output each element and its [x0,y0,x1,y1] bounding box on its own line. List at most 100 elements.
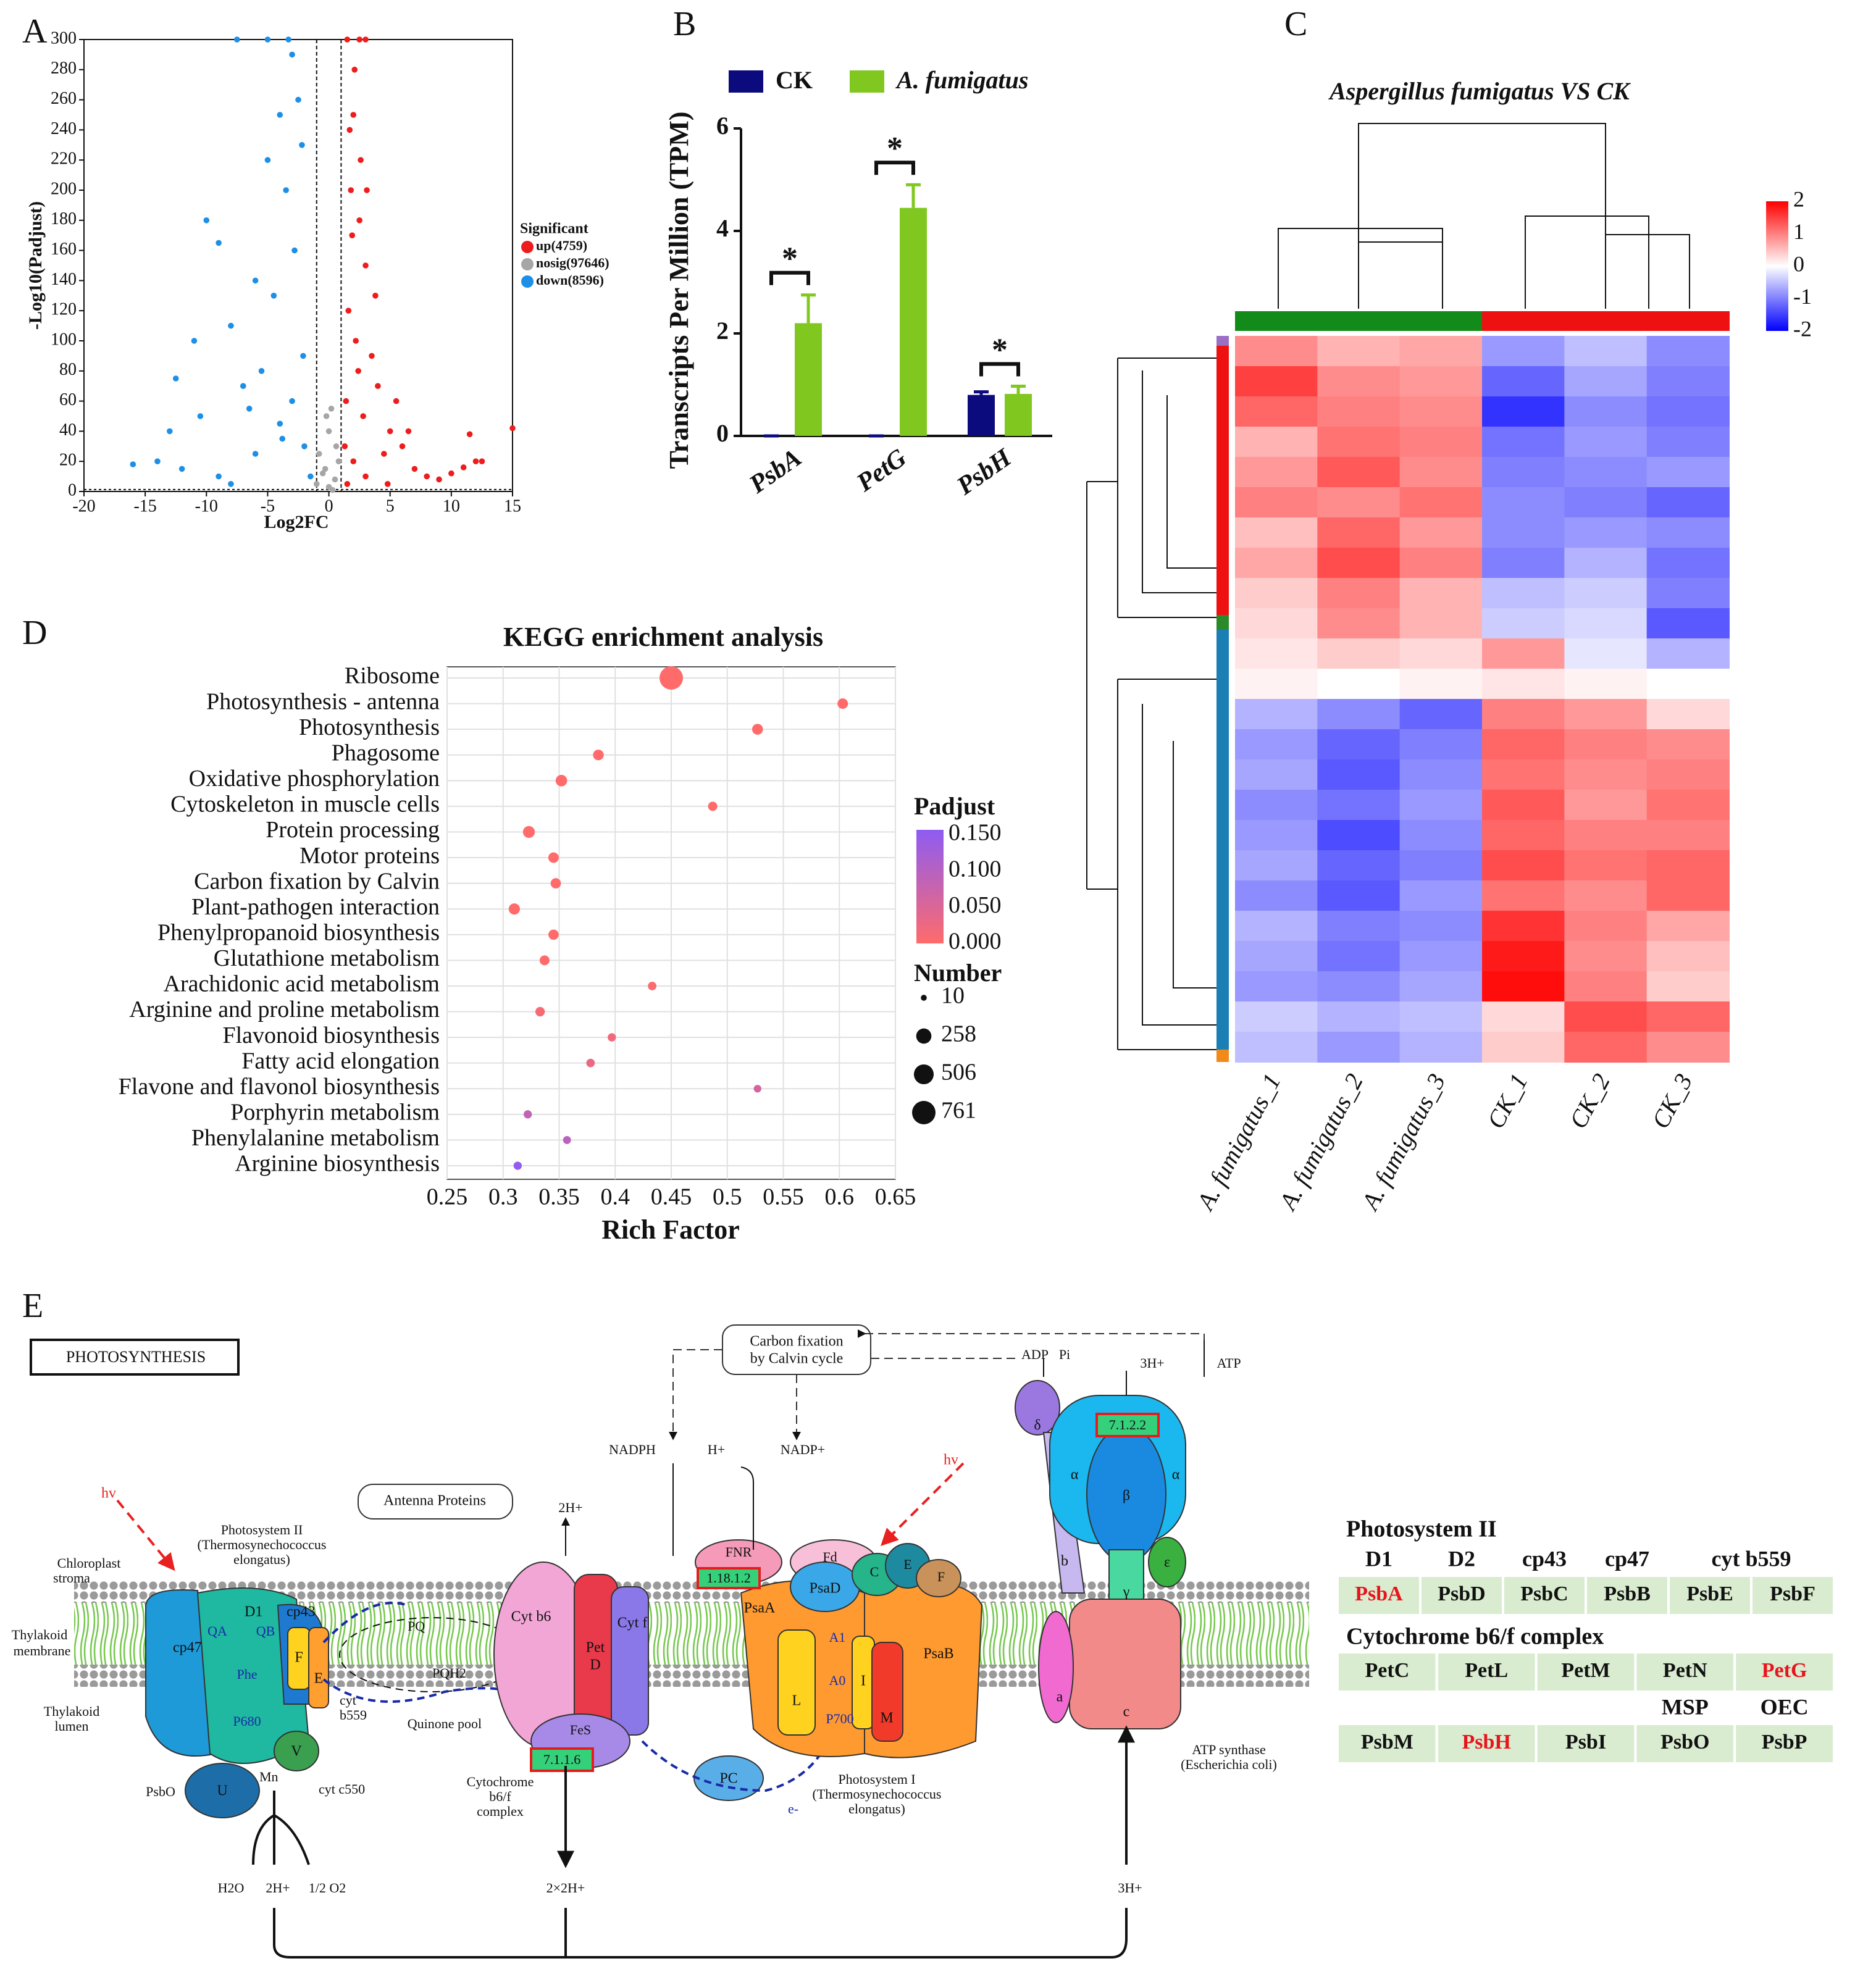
table-cell [1419,1574,1504,1616]
heat-cell [1564,729,1648,760]
point [216,240,222,246]
label: b559 [340,1707,367,1723]
heat-cell [1317,880,1401,911]
heat-cell [1317,759,1401,790]
gene-table: Photosystem II D1 D2 cp43 cp47 cyt b559 PsbA Ps… [1336,1516,1835,1765]
label: QB [256,1623,275,1639]
legend-swatch [521,275,534,288]
label: 3H+ [1118,1880,1142,1896]
gene-name: PetM [1561,1659,1610,1682]
x-tick-label: 0.5 [713,1184,742,1210]
heat-cell [1646,517,1730,548]
light-arrow [116,1499,175,1571]
y-axis-label: Transcripts Per Million (TPM) [664,112,694,469]
label: Photosystem I [838,1771,915,1787]
heat-cell [1317,487,1401,518]
heat-cell [1482,336,1565,367]
heat-cell [1564,608,1648,639]
point [279,435,286,442]
x-tick-label: PsbH [952,443,1018,501]
gene-name: PsbF [1770,1582,1815,1605]
heat-cell [1317,699,1401,730]
heat-cell [1646,1032,1730,1063]
heat-cell [1564,517,1648,548]
x-tick-label: -10 [195,496,218,516]
colorbar-tick-label: 1 [1793,219,1804,244]
y-tick-label: Flavone and flavonol biosynthesis [119,1074,440,1100]
heat-cell [1317,638,1401,669]
chart-title: KEGG enrichment analysis [503,622,823,652]
dot [608,1033,616,1042]
point [228,481,234,487]
point [258,368,265,374]
point [362,262,369,269]
point [319,470,326,477]
point [353,338,359,344]
colorbar-tick-label: -1 [1793,284,1812,309]
heat-cell [1482,699,1565,730]
column-group [1646,311,1730,331]
column-header: MSP [1662,1694,1709,1719]
legend-swatch [729,70,763,93]
y-tick-label: 40 [59,420,77,440]
heat-cell [1482,578,1565,609]
y-tick-label: 80 [59,360,77,379]
heat-cell [1399,396,1483,427]
gene-name: PsbM [1361,1731,1413,1754]
heat-cell [1564,790,1648,821]
heat-cell [1399,699,1483,730]
point [384,481,391,487]
dot [586,1058,595,1068]
title-box [30,1339,240,1376]
y-tick-label: Arginine biosynthesis [235,1151,440,1177]
heat-cell [1399,850,1483,881]
panel-letter: C [1284,5,1307,43]
column-header: D2 [1448,1546,1475,1571]
heat-cell [1646,699,1730,730]
label: Pet [586,1640,605,1656]
colorbar-tick-label: 0.100 [948,856,1002,882]
point [246,406,253,412]
point [289,51,295,58]
label: ATP synthase [1192,1742,1266,1757]
y-tick-label: Arginine and proline metabolism [129,997,440,1022]
size-legend-dot [912,1101,936,1124]
calvin-box [722,1324,871,1375]
label: F [937,1569,945,1584]
label: γ [1123,1584,1130,1600]
heat-cell [1646,578,1730,609]
heat-cell [1482,790,1565,821]
heat-cell [1399,971,1483,1002]
point [228,322,234,329]
heat-cell [1482,729,1565,760]
heat-cell [1399,911,1483,942]
point [341,443,348,449]
point [270,293,277,299]
heat-cell [1317,457,1401,488]
label: C [870,1564,879,1579]
x-tick-label: 15 [504,496,521,516]
legend-label: CK [776,66,813,94]
point [316,451,322,457]
heat-cell [1399,820,1483,851]
point [375,383,381,389]
point [362,36,369,43]
point [299,142,305,148]
label: D1 [245,1604,262,1620]
label: H2O [218,1880,245,1896]
heat-cell [1646,608,1730,639]
significance-bracket [979,362,1020,377]
label: cp47 [173,1640,202,1656]
point [285,36,291,43]
heat-cell [1399,1001,1483,1032]
point [167,428,173,435]
y-tick-label: 200 [51,179,77,198]
table-cell [1336,1651,1438,1693]
point [472,458,479,464]
label: Photosystem II [221,1522,303,1537]
label: a [1057,1689,1063,1705]
label: E [314,1671,324,1687]
point [424,473,430,480]
plot-frame [83,39,513,492]
